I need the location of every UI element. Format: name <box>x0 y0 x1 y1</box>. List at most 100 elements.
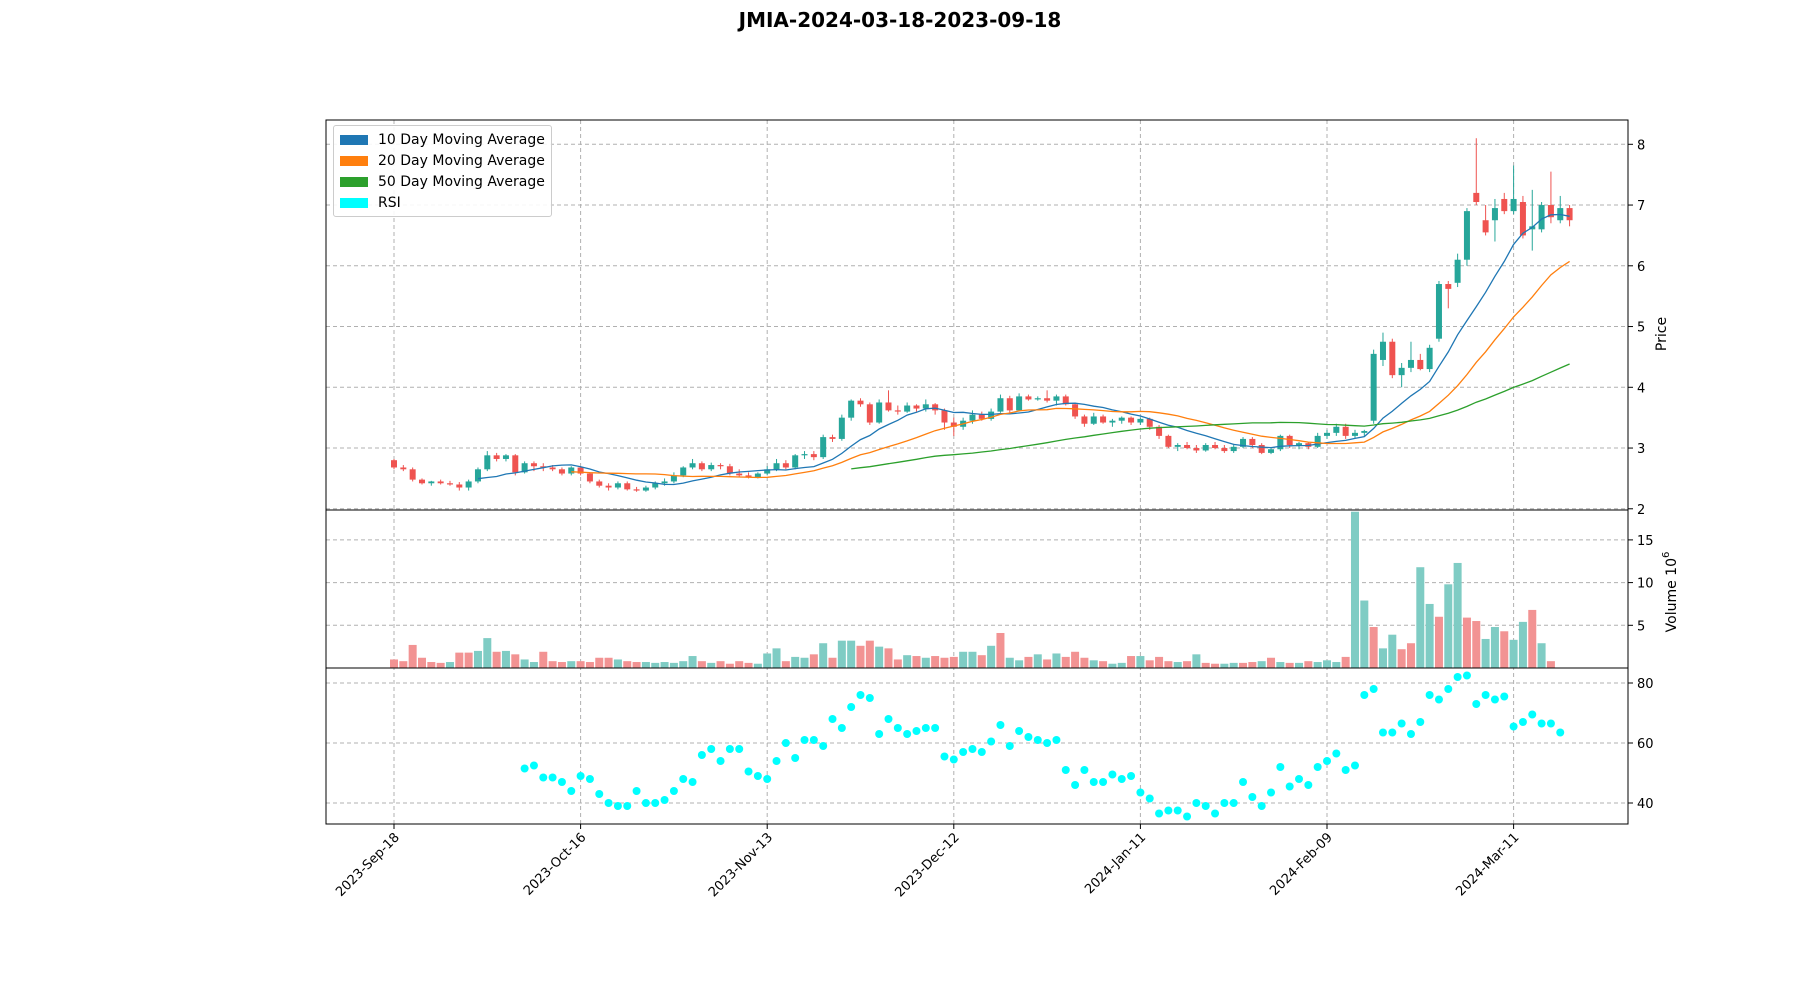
price-tick-label: 2 <box>1637 503 1645 518</box>
volume-bar <box>1276 662 1285 668</box>
rsi-point <box>1332 749 1341 758</box>
volume-bar <box>520 659 529 668</box>
candle-body <box>605 485 612 488</box>
legend-swatch-ma10 <box>340 134 368 145</box>
volume-bar <box>1481 638 1490 668</box>
candle-body <box>773 463 780 470</box>
legend: 10 Day Moving Average 20 Day Moving Aver… <box>333 125 552 217</box>
rsi-point <box>1378 728 1387 737</box>
volume-bar <box>847 640 856 668</box>
candle-body <box>736 473 743 476</box>
volume-bar <box>660 662 669 668</box>
volume-bar <box>539 651 548 668</box>
candle-body <box>1118 417 1125 421</box>
x-tick-label: 2024-Feb-09 <box>1267 830 1336 899</box>
candle-body <box>530 463 537 467</box>
candle-body <box>932 404 939 411</box>
candle-body <box>1249 438 1256 445</box>
rsi-point <box>1500 692 1509 701</box>
rsi-point <box>763 775 772 783</box>
rsi-point <box>641 799 650 807</box>
volume-bar <box>1155 656 1164 668</box>
candle-body <box>1324 432 1330 436</box>
volume-bar <box>567 661 576 668</box>
candle-body <box>428 481 435 484</box>
legend-label-rsi: RSI <box>378 194 401 211</box>
candle-body <box>988 411 995 419</box>
legend-swatch-rsi <box>340 197 368 208</box>
rsi-point <box>744 767 753 776</box>
candle-body <box>1100 416 1107 423</box>
candle-body <box>1072 404 1079 417</box>
volume-bar <box>1117 662 1126 668</box>
rsi-point <box>1472 700 1481 708</box>
candle-body <box>829 437 836 439</box>
x-tick-label: 2024-Jan-11 <box>1082 830 1149 897</box>
volume-bar <box>912 656 921 668</box>
candle-body <box>1519 202 1526 236</box>
candle-body <box>484 455 491 470</box>
candle-body <box>857 400 864 405</box>
candle-body <box>764 469 771 474</box>
volume-bar <box>492 651 501 668</box>
rsi-point <box>1127 772 1136 780</box>
rsi-point <box>725 745 734 753</box>
candle-body <box>391 460 397 468</box>
candle-body <box>409 469 416 480</box>
volume-bar <box>417 657 426 668</box>
rsi-point <box>567 787 576 795</box>
volume-bar <box>931 656 940 668</box>
volume-bar <box>1108 663 1117 668</box>
volume-bar <box>1546 661 1555 668</box>
volume-bar <box>1220 663 1229 668</box>
candle-body <box>1491 208 1498 221</box>
volume-bar <box>921 657 930 668</box>
rsi-point <box>1108 770 1117 779</box>
volume-bar <box>1071 651 1080 668</box>
legend-item-rsi: RSI <box>340 192 545 213</box>
rsi-point <box>1099 778 1108 786</box>
candle-body <box>1156 426 1163 436</box>
rsi-point <box>800 736 809 744</box>
candle-body <box>1137 418 1144 423</box>
rsi-tick-label: 60 <box>1637 737 1654 752</box>
candle-body <box>502 455 509 459</box>
candle-body <box>1547 205 1554 218</box>
volume-bar <box>828 657 837 668</box>
candle-body <box>1473 192 1480 203</box>
volume-tick-label: 15 <box>1637 534 1654 549</box>
rsi-point <box>1341 766 1350 774</box>
rsi-point <box>688 778 697 786</box>
rsi-point <box>772 757 781 765</box>
price-panel <box>391 138 1573 492</box>
volume-bar <box>893 659 902 668</box>
candle-body <box>698 463 705 470</box>
candle-body <box>624 483 631 490</box>
grid-lines <box>326 120 1628 824</box>
rsi-point <box>1425 691 1434 699</box>
rsi-point <box>912 727 921 735</box>
candle-body <box>1240 438 1247 447</box>
rsi-tick-label: 40 <box>1637 797 1654 812</box>
volume-bar <box>1052 653 1061 668</box>
rsi-point <box>1201 802 1210 810</box>
candle-body <box>577 467 584 474</box>
volume-bar <box>735 661 744 668</box>
candle-body <box>1109 420 1116 423</box>
candle-body <box>866 404 873 423</box>
candle-body <box>1202 445 1209 451</box>
rsi-point <box>1136 788 1145 797</box>
candle-body <box>1445 284 1452 289</box>
candle-body <box>400 467 407 470</box>
candle-body <box>1538 205 1545 230</box>
volume-bar <box>399 661 408 668</box>
rsi-point <box>1183 812 1192 821</box>
candle-body <box>549 467 556 470</box>
volume-bar <box>1369 627 1378 668</box>
candle-body <box>1566 208 1573 221</box>
volume-axis-label: Volume 106 <box>1661 552 1680 633</box>
candle-body <box>1277 435 1284 450</box>
volume-bar <box>1444 584 1453 668</box>
candle-body <box>512 455 519 473</box>
candle-body <box>614 483 621 488</box>
